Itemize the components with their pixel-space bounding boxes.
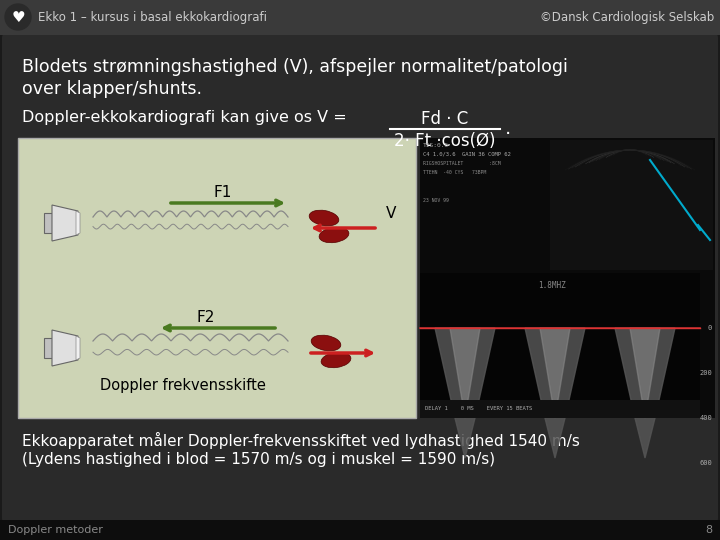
Polygon shape (76, 211, 80, 235)
Text: 0: 0 (708, 325, 712, 331)
Text: RIGSHOSPITALET         :8CM: RIGSHOSPITALET :8CM (423, 161, 500, 166)
FancyBboxPatch shape (2, 32, 718, 524)
Text: TTEHN  -40 CYS   73BPM: TTEHN -40 CYS 73BPM (423, 170, 486, 175)
Polygon shape (450, 328, 480, 418)
Polygon shape (630, 328, 660, 418)
Text: Blodets strømningshastighed (V), afspejler normalitet/patologi: Blodets strømningshastighed (V), afspejl… (22, 58, 568, 76)
Text: Doppler-ekkokardiografi kan give os V =: Doppler-ekkokardiografi kan give os V = (22, 110, 347, 125)
Text: Doppler frekvensskifte: Doppler frekvensskifte (100, 378, 266, 393)
Text: Ekkoapparatet måler Doppler-frekvensskiftet ved lydhastighed 1540 m/s: Ekkoapparatet måler Doppler-frekvensskif… (22, 432, 580, 449)
Text: 23 NOV 99: 23 NOV 99 (423, 198, 449, 203)
Text: Fd · C: Fd · C (421, 110, 469, 128)
Ellipse shape (319, 227, 349, 242)
Text: C4 1.0/3.6  GAIN 36 COMP 62: C4 1.0/3.6 GAIN 36 COMP 62 (423, 152, 510, 157)
Ellipse shape (311, 335, 341, 351)
Bar (420, 273, 700, 418)
Polygon shape (44, 213, 52, 233)
Circle shape (5, 4, 31, 30)
Text: ♥: ♥ (12, 10, 24, 24)
Text: TIS:0.5: TIS:0.5 (423, 143, 449, 148)
Polygon shape (615, 328, 675, 458)
Text: (Lydens hastighed i blod = 1570 m/s og i muskel = 1590 m/s): (Lydens hastighed i blod = 1570 m/s og i… (22, 452, 495, 467)
Polygon shape (52, 205, 78, 241)
Text: DELAY 1    0 MS    EVERY 15 BEATS: DELAY 1 0 MS EVERY 15 BEATS (425, 407, 532, 411)
Text: 1.8MHZ: 1.8MHZ (538, 281, 566, 290)
Text: Doppler metoder: Doppler metoder (8, 525, 103, 535)
Text: F1: F1 (214, 185, 232, 200)
Polygon shape (52, 330, 78, 366)
Text: Ekko 1 – kursus i basal ekkokardiografi: Ekko 1 – kursus i basal ekkokardiografi (38, 10, 267, 24)
Text: .: . (505, 119, 511, 138)
Bar (0, 0, 720, 35)
Bar (420, 400, 700, 418)
Ellipse shape (309, 210, 339, 226)
Text: V: V (386, 206, 397, 220)
Polygon shape (540, 328, 570, 418)
Polygon shape (44, 338, 52, 358)
Polygon shape (76, 336, 80, 360)
Text: 200: 200 (699, 370, 712, 376)
Ellipse shape (321, 352, 351, 368)
Text: 8: 8 (705, 525, 712, 535)
Text: 600: 600 (699, 460, 712, 466)
Bar (420, 138, 715, 418)
Text: 400: 400 (699, 415, 712, 421)
Text: 2· Ft ·cos(Ø): 2· Ft ·cos(Ø) (395, 132, 496, 150)
Text: over klapper/shunts.: over klapper/shunts. (22, 80, 202, 98)
Text: F2: F2 (197, 310, 215, 325)
Polygon shape (435, 328, 495, 458)
Bar (0, 520, 720, 540)
FancyBboxPatch shape (18, 138, 416, 418)
Bar (550, 140, 713, 270)
Text: ©Dansk Cardiologisk Selskab: ©Dansk Cardiologisk Selskab (540, 10, 714, 24)
Polygon shape (525, 328, 585, 458)
